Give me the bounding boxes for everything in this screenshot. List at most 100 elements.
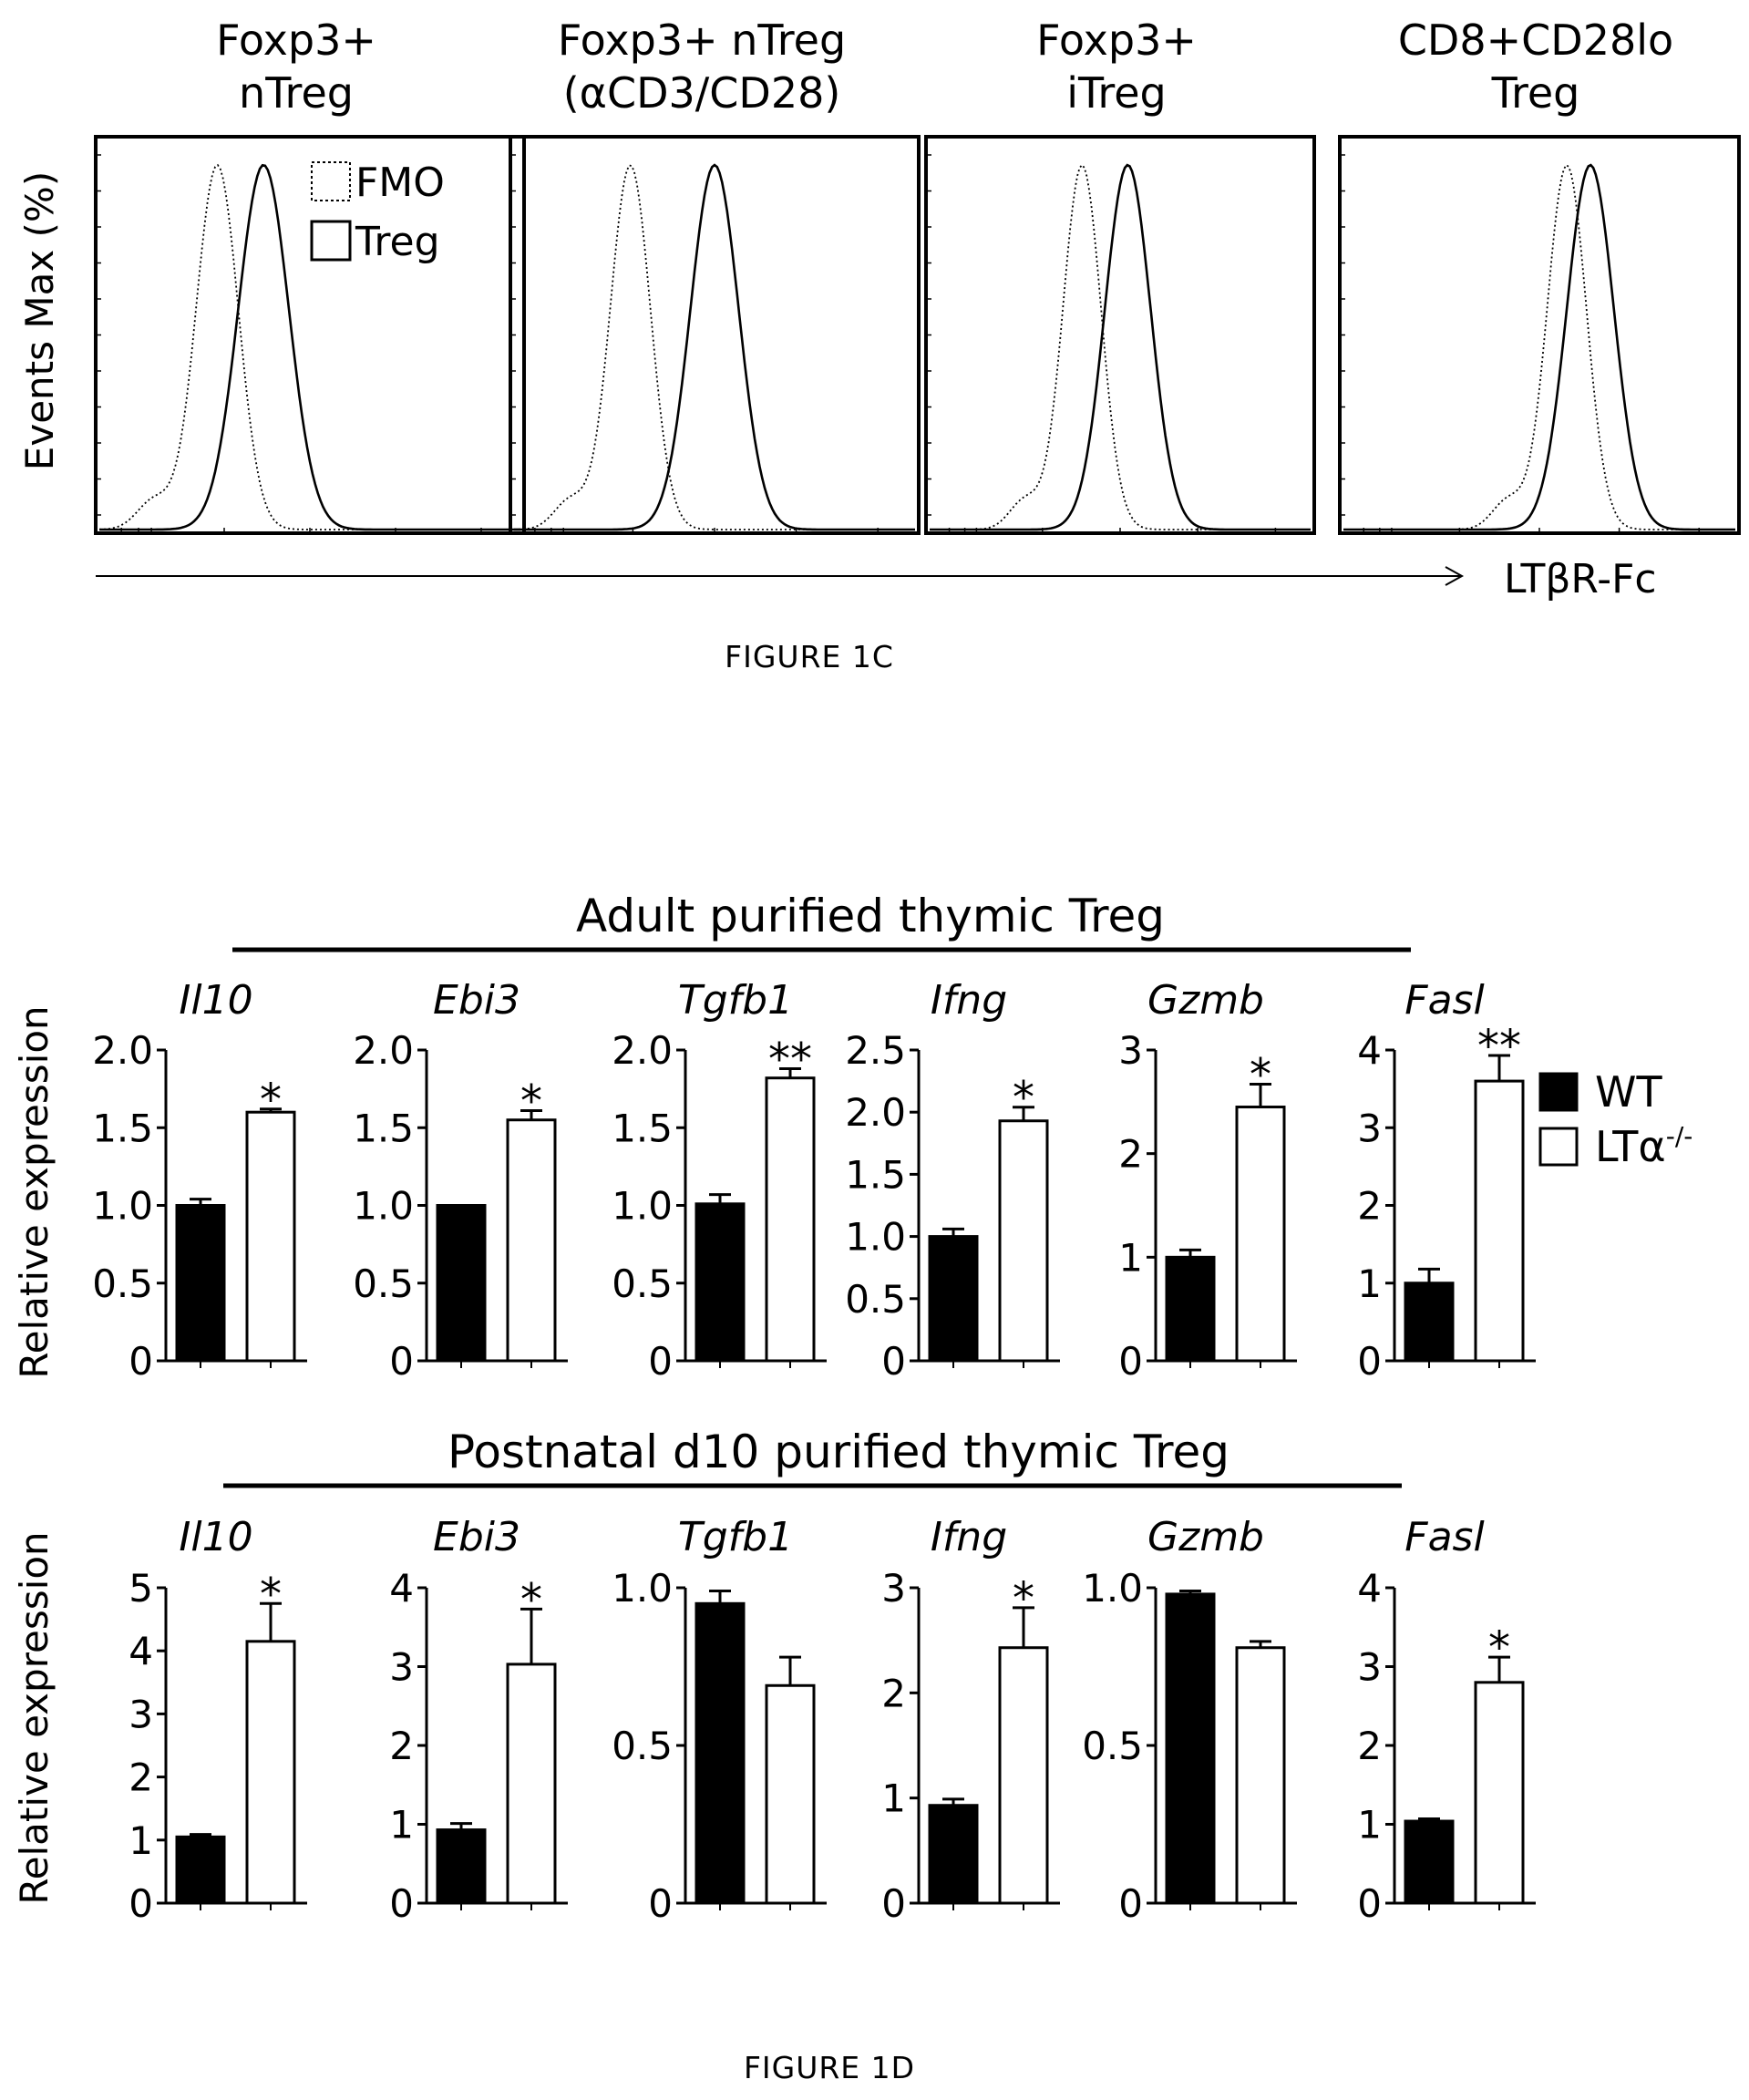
- wt-bar: [436, 1828, 487, 1905]
- wt-bar: [1404, 1819, 1455, 1905]
- bar-y-tick-label: 3: [1357, 1645, 1382, 1690]
- bar-y-tick-label: 2: [129, 1755, 153, 1800]
- bar-y-tick-label: 4: [1357, 1028, 1382, 1073]
- bar-y-tick-label: 4: [389, 1566, 414, 1611]
- lta-knockout-bar: [245, 1640, 296, 1905]
- lta-knockout-bar: [1235, 1106, 1286, 1363]
- significance-marker: *: [1488, 1622, 1510, 1673]
- figure-1c: Foxp3+ nTreg Foxp3+ nTreg (αCD3/CD28) Fo…: [17, 15, 1741, 674]
- bar-y-tick-label: 0.5: [1082, 1724, 1143, 1768]
- bar-y-tick-label: 1.5: [845, 1152, 906, 1197]
- bar-chart-panels: Il10 0 0.5 1.0 1.5 2.0 * Ebi3 0 0.5 1.0 1.5 2.0 * Tgfb…: [92, 977, 1536, 1926]
- bar-y-tick-label: 1.5: [612, 1106, 673, 1150]
- bar-y-tick-label: 2.0: [845, 1090, 906, 1135]
- lta-knockout-bar: [1474, 1681, 1525, 1905]
- bar-y-tick-label: 1.0: [845, 1215, 906, 1260]
- bar-y-tick-label: 4: [129, 1629, 153, 1673]
- wt-bar: [175, 1835, 226, 1905]
- bar-y-tick-label: 0: [1357, 1339, 1382, 1384]
- bar-y-tick-label: 3: [389, 1645, 414, 1690]
- bar-chart-title: Fasl: [1404, 1514, 1485, 1560]
- significance-marker: **: [1477, 1021, 1521, 1072]
- bar-y-tick-label: 4: [1357, 1566, 1382, 1611]
- hist-legend: FMO Treg: [310, 160, 445, 265]
- hist-panel-2-title-line2: (αCD3/CD28): [563, 68, 841, 118]
- hist-x-axis-label: LTβR-Fc: [1504, 556, 1657, 602]
- treg-histogram-curve: [1343, 163, 1735, 531]
- legend-treg-label: Treg: [355, 219, 440, 265]
- bar-y-tick-label: 2: [1357, 1724, 1382, 1768]
- bar-y-tick-label: 1.0: [92, 1184, 153, 1229]
- hist-panel-3-title-line1: Foxp3+: [1036, 15, 1197, 65]
- bar-y-tick-label: 3: [1118, 1028, 1143, 1073]
- wt-bar: [694, 1202, 746, 1363]
- bar-y-tick-label: 1: [1118, 1235, 1143, 1280]
- wt-bar: [928, 1804, 979, 1905]
- wt-bar: [436, 1204, 487, 1363]
- bar-chart-title: Tgfb1: [678, 1514, 793, 1560]
- wt-bar: [1404, 1282, 1455, 1363]
- bar-chart-gzmb-adult: Gzmb 0 1 2 3 *: [1118, 977, 1297, 1384]
- bar-chart-title: Il10: [179, 977, 252, 1024]
- bar-y-tick-label: 1.5: [92, 1106, 153, 1150]
- bar-chart-title: Ifng: [931, 977, 1007, 1024]
- hist-panel-4-title-line1: CD8+CD28lo: [1398, 15, 1673, 65]
- wt-bar: [694, 1601, 746, 1905]
- bar-y-tick-label: 0: [389, 1881, 414, 1926]
- histogram-frame: [509, 135, 921, 535]
- bar-chart-fasl-adult: Fasl 0 1 2 3 4 **: [1357, 977, 1536, 1384]
- bar-y-tick-label: 1.0: [612, 1566, 673, 1611]
- bar-y-tick-label: 1: [1357, 1261, 1382, 1306]
- legend-fmo-swatch: [311, 161, 351, 201]
- bar-chart-gzmb-postnatal: Gzmb 0 0.5 1.0: [1082, 1514, 1297, 1926]
- histogram-panels: [94, 135, 1741, 535]
- bar-row-2-y-axis-label: Relative expression: [12, 1531, 57, 1904]
- bar-y-tick-label: 0: [1118, 1881, 1143, 1926]
- bar-chart-title: Gzmb: [1147, 1514, 1264, 1560]
- figure-1d: Adult purified thymic Treg Postnatal d10…: [12, 890, 1692, 2085]
- significance-marker: *: [520, 1076, 542, 1127]
- hist-panel-1-title-line1: Foxp3+: [216, 15, 376, 65]
- bar-chart-ifng-adult: Ifng 0 0.5 1.0 1.5 2.0 2.5 *: [845, 977, 1060, 1384]
- histogram-frame: [924, 135, 1316, 535]
- bar-chart-ifng-postnatal: Ifng 0 1 2 3 *: [881, 1514, 1060, 1926]
- lta-knockout-bar: [998, 1646, 1049, 1905]
- treg-histogram-curve: [930, 163, 1311, 531]
- treg-histogram-curve: [99, 163, 520, 531]
- bar-legend: WT LTα-/-: [1538, 1067, 1693, 1171]
- bar-y-tick-label: 0: [1118, 1339, 1143, 1384]
- histogram-panel-2: [509, 135, 921, 535]
- hist-panel-2-title-line1: Foxp3+ nTreg: [558, 15, 846, 65]
- bar-y-tick-label: 1.0: [1082, 1566, 1143, 1611]
- fmo-histogram-curve: [1343, 163, 1735, 530]
- wt-bar: [1165, 1592, 1216, 1905]
- bar-y-tick-label: 2.0: [612, 1028, 673, 1073]
- bar-y-tick-label: 3: [129, 1692, 153, 1736]
- significance-marker: *: [1250, 1050, 1271, 1101]
- lta-knockout-bar: [998, 1119, 1049, 1363]
- bar-y-tick-label: 2.0: [353, 1028, 414, 1073]
- bar-y-tick-label: 1.0: [612, 1184, 673, 1229]
- hist-panel-4-title-line2: Treg: [1491, 68, 1580, 118]
- lta-knockout-bar: [245, 1110, 296, 1363]
- wt-bar: [175, 1204, 226, 1363]
- bar-chart-title: Fasl: [1404, 977, 1485, 1024]
- bar-y-tick-label: 1: [389, 1803, 414, 1848]
- treg-histogram-curve: [514, 163, 915, 531]
- bar-chart-title: Ebi3: [433, 1514, 520, 1560]
- hist-x-arrowhead: [1445, 566, 1465, 586]
- bar-chart-title: Ifng: [931, 1514, 1007, 1560]
- bar-y-tick-label: 2: [1118, 1132, 1143, 1177]
- figure-1d-caption: FIGURE 1D: [744, 2050, 915, 2085]
- fmo-histogram-curve: [930, 163, 1311, 530]
- bar-y-tick-label: 0: [129, 1881, 153, 1926]
- lta-knockout-bar: [506, 1662, 557, 1905]
- bar-chart-ebi3-postnatal: Ebi3 0 1 2 3 4 *: [389, 1514, 568, 1926]
- bar-y-tick-label: 0.5: [612, 1261, 673, 1306]
- bar-y-tick-label: 0.5: [92, 1261, 153, 1306]
- legend-fmo-label: FMO: [355, 160, 445, 206]
- legend-lta-superscript: -/-: [1666, 1121, 1693, 1151]
- bar-y-tick-label: 0: [648, 1881, 673, 1926]
- significance-marker: *: [260, 1075, 282, 1126]
- legend-treg-swatch: [310, 220, 352, 262]
